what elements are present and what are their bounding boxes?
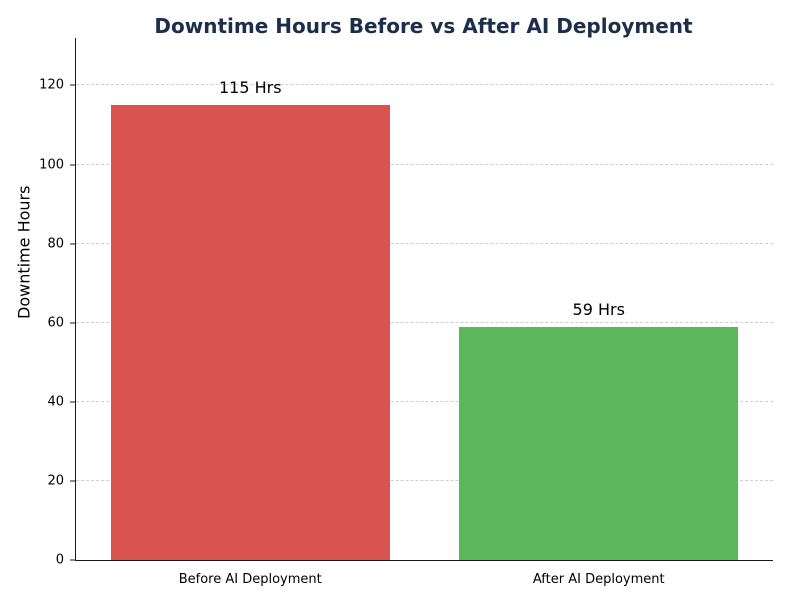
bar-slot-1: 59 Hrs After AI Deployment bbox=[425, 38, 774, 587]
y-tick-label-80: 80 bbox=[47, 236, 64, 252]
y-tick-label-100: 100 bbox=[39, 157, 64, 173]
gridline-y-80 bbox=[76, 242, 773, 244]
y-tick-mark-40 bbox=[70, 401, 76, 403]
y-tick-label-120: 120 bbox=[39, 77, 64, 93]
plot-area: 0 20 40 60 80 100 120 115 Hrs Before AI Deployme… bbox=[39, 38, 774, 587]
bar-1 bbox=[459, 326, 739, 560]
bar-value-label-1: 59 Hrs bbox=[572, 299, 625, 319]
bar-0 bbox=[110, 105, 390, 560]
gridline-y-40 bbox=[76, 400, 773, 402]
x-tick-label-0: Before AI Deployment bbox=[178, 572, 322, 587]
y-axis-label: Downtime Hours bbox=[14, 185, 34, 319]
y-tick-label-0: 0 bbox=[55, 552, 64, 568]
chart-title: Downtime Hours Before vs After AI Deploy… bbox=[154, 14, 693, 38]
x-tick-label-1: After AI Deployment bbox=[532, 572, 665, 587]
gridline-y-20 bbox=[76, 479, 773, 481]
gridline-y-60 bbox=[76, 321, 773, 323]
y-tick-mark-20 bbox=[70, 480, 76, 482]
bar-value-label-0: 115 Hrs bbox=[218, 78, 282, 98]
y-tick-mark-0 bbox=[70, 559, 76, 561]
gridline-y-100 bbox=[76, 163, 773, 165]
y-tick-label-20: 20 bbox=[47, 473, 64, 489]
y-tick-label-40: 40 bbox=[47, 394, 64, 410]
y-tick-mark-60 bbox=[70, 322, 76, 324]
gridline-y-120 bbox=[76, 84, 773, 86]
y-tick-mark-120 bbox=[70, 84, 76, 86]
y-tick-mark-100 bbox=[70, 164, 76, 166]
bar-slot-0: 115 Hrs Before AI Deployment bbox=[76, 38, 425, 587]
y-tick-label-60: 60 bbox=[47, 315, 64, 331]
y-tick-mark-80 bbox=[70, 243, 76, 245]
